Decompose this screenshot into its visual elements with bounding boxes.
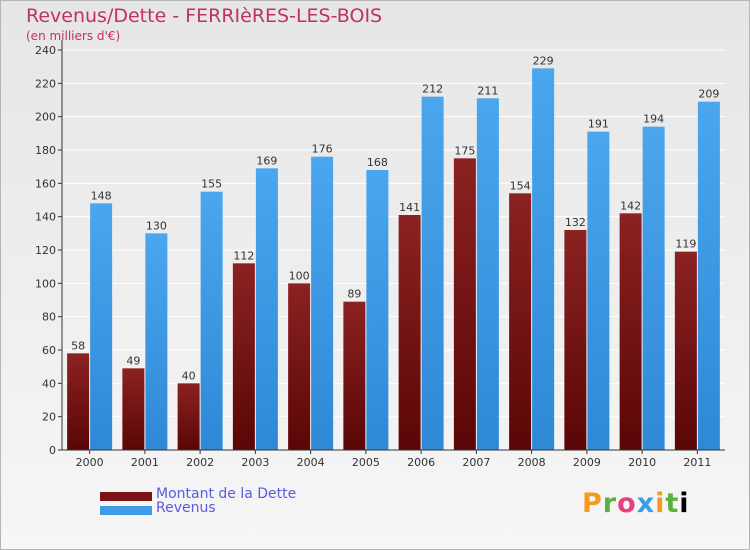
data-label: 209 — [698, 88, 719, 101]
y-tick-label: 160 — [35, 177, 56, 190]
y-tick-label: 0 — [49, 444, 56, 457]
data-label: 175 — [454, 144, 475, 157]
x-tick-label: 2010 — [628, 456, 656, 469]
y-tick-label: 40 — [42, 377, 56, 390]
x-tick-label: 2005 — [352, 456, 380, 469]
y-tick-label: 100 — [35, 277, 56, 290]
x-tick-label: 2007 — [462, 456, 490, 469]
proxiti-logo: Proxiti — [582, 488, 690, 519]
y-tick-label: 220 — [35, 77, 56, 90]
data-label: 194 — [643, 113, 664, 126]
data-label: 132 — [565, 216, 586, 229]
legend-label-revenue: Revenus — [156, 500, 216, 516]
bar-debt — [619, 213, 642, 450]
data-label: 176 — [312, 143, 333, 156]
bar-debt — [564, 230, 587, 450]
data-label: 142 — [620, 199, 641, 212]
data-label: 119 — [675, 238, 696, 251]
bar-debt — [288, 283, 311, 450]
x-tick-label: 2006 — [407, 456, 435, 469]
bar-revenue — [421, 96, 444, 451]
x-tick-label: 2003 — [241, 456, 269, 469]
data-label: 229 — [533, 54, 554, 67]
bar-revenue — [200, 191, 223, 450]
data-label: 40 — [182, 369, 196, 382]
bar-revenue — [311, 156, 334, 450]
data-label: 148 — [91, 189, 112, 202]
bar-debt — [398, 215, 421, 450]
x-tick-label: 2000 — [76, 456, 104, 469]
bar-revenue — [145, 233, 168, 450]
data-label: 49 — [126, 354, 140, 367]
y-tick-label: 120 — [35, 244, 56, 257]
data-label: 154 — [510, 179, 531, 192]
data-label: 155 — [201, 178, 222, 191]
bar-revenue — [476, 98, 499, 450]
bar-debt — [177, 383, 200, 450]
bar-debt — [509, 193, 532, 451]
chart-title: Revenus/Dette - FERRIèRES-LES-BOIS — [26, 5, 383, 27]
data-label: 168 — [367, 156, 388, 169]
y-tick-label: 140 — [35, 211, 56, 224]
y-tick-label: 20 — [42, 411, 56, 424]
y-tick-label: 60 — [42, 344, 56, 357]
data-label: 141 — [399, 201, 420, 214]
legend-swatch-debt — [100, 492, 152, 501]
legend-swatch-revenue — [100, 506, 152, 515]
bar-revenue — [697, 101, 720, 451]
bar-debt — [67, 353, 90, 450]
data-label: 169 — [256, 154, 277, 167]
data-label: 100 — [289, 269, 310, 282]
y-tick-label: 180 — [35, 144, 56, 157]
y-tick-label: 240 — [35, 44, 56, 57]
data-label: 112 — [233, 249, 254, 262]
bar-revenue — [532, 68, 555, 450]
bar-revenue — [366, 170, 389, 450]
x-tick-label: 2002 — [186, 456, 214, 469]
x-tick-label: 2011 — [683, 456, 711, 469]
x-tick-label: 2001 — [131, 456, 159, 469]
x-tick-label: 2008 — [518, 456, 546, 469]
legend-label-debt: Montant de la Dette — [156, 486, 297, 502]
data-label: 191 — [588, 118, 609, 131]
bar-debt — [122, 368, 145, 450]
chart-subtitle: (en milliers d'€) — [26, 29, 121, 43]
x-tick-label: 2009 — [573, 456, 601, 469]
bar-revenue — [587, 131, 610, 450]
bar-debt — [674, 251, 697, 450]
data-label: 58 — [71, 339, 85, 352]
data-label: 211 — [477, 84, 498, 97]
bar-revenue — [255, 168, 278, 451]
bar-debt — [232, 263, 255, 450]
bar-revenue — [642, 126, 665, 451]
bar-debt — [343, 301, 366, 450]
y-tick-label: 80 — [42, 311, 56, 324]
data-label: 130 — [146, 219, 167, 232]
data-label: 89 — [347, 288, 361, 301]
y-tick-label: 200 — [35, 111, 56, 124]
x-tick-label: 2004 — [297, 456, 325, 469]
bar-debt — [453, 158, 476, 451]
bar-revenue — [90, 203, 113, 450]
data-label: 212 — [422, 83, 443, 96]
